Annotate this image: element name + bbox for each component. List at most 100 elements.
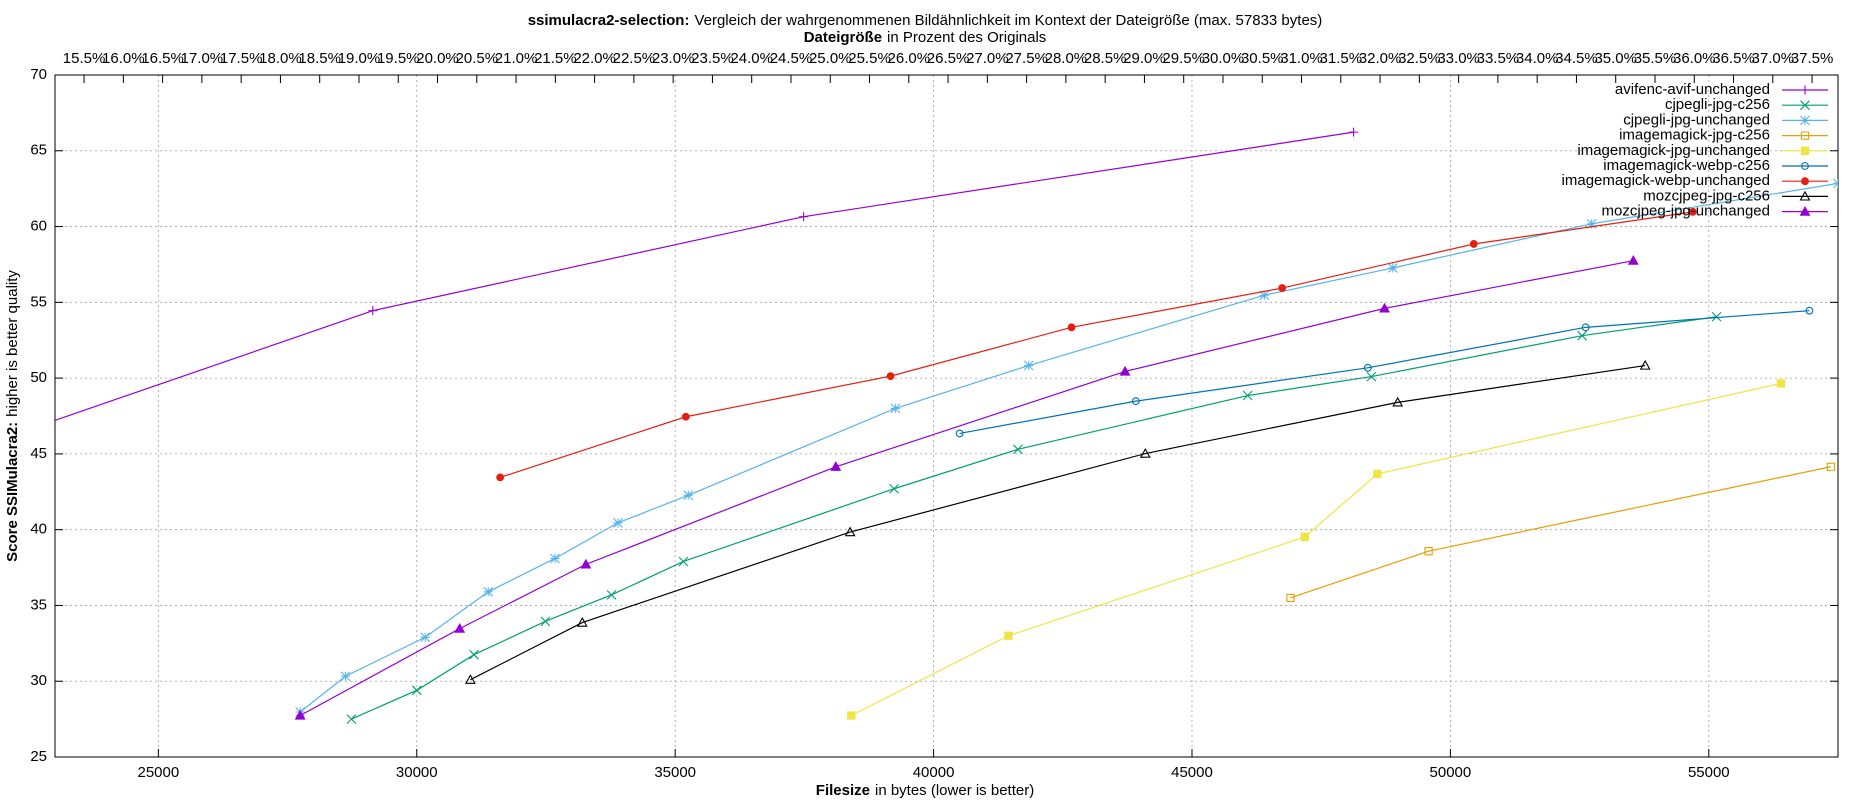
- point: [294, 709, 306, 720]
- x2-tick-label: 18.5%: [298, 50, 341, 67]
- x2-tick-label: 30.5%: [1241, 50, 1284, 67]
- point: [1800, 146, 1810, 155]
- point: [1067, 323, 1076, 332]
- point: [1799, 205, 1811, 216]
- y-tick-label: 55: [30, 293, 47, 310]
- point: [681, 412, 690, 421]
- point: [1800, 100, 1810, 111]
- point: [1363, 363, 1372, 372]
- point: [1801, 177, 1809, 186]
- x2-tick-label: 29.0%: [1123, 50, 1166, 67]
- xlabel-bold: Filesize: [816, 782, 870, 799]
- point: [469, 649, 479, 660]
- x2-tick-label: 30.0%: [1202, 50, 1245, 67]
- point: [1800, 131, 1810, 140]
- x2-tick-label: 33.5%: [1477, 50, 1520, 67]
- x2-tick-label: 27.0%: [966, 50, 1009, 67]
- x2-tick-label: 25.0%: [809, 50, 852, 67]
- point: [1278, 284, 1287, 292]
- x2-tick-label: 20.0%: [416, 50, 459, 67]
- x2-tick-label: 23.0%: [652, 50, 695, 67]
- x2-tick-label: 27.5%: [1005, 50, 1048, 67]
- series-line: [499, 211, 1693, 478]
- x2-tick-label: 23.5%: [691, 50, 734, 67]
- x2-tick-label: 21.0%: [495, 50, 538, 67]
- plot-frame: [54, 74, 1839, 758]
- x2-tick-label: 34.5%: [1555, 50, 1598, 67]
- x2-tick-label: 34.0%: [1516, 50, 1559, 67]
- x-tick-label: 55000: [1688, 764, 1730, 781]
- point: [1586, 218, 1597, 229]
- point: [799, 212, 809, 222]
- title-bold: ssimulacra2-selection:: [528, 12, 690, 29]
- y-tick-label: 65: [30, 142, 47, 159]
- series-line: [351, 316, 1717, 720]
- point: [678, 556, 689, 567]
- y-tick-label: 25: [30, 748, 47, 765]
- legend-label: mozcjpeg-jpg-unchanged: [1602, 203, 1770, 220]
- point: [1688, 208, 1697, 216]
- legend-label: cjpegli-jpg-unchanged: [1623, 111, 1770, 128]
- point: [496, 473, 505, 482]
- point: [1300, 532, 1309, 542]
- x2-tick-label: 21.5%: [534, 50, 577, 67]
- y-tick-label: 35: [30, 596, 47, 613]
- legend-label: imagemagick-jpg-c256: [1619, 127, 1770, 144]
- point: [1013, 444, 1023, 455]
- point: [464, 674, 476, 684]
- point: [580, 558, 592, 569]
- x2-tick-label: 28.0%: [1045, 50, 1088, 67]
- x2-tick-label: 31.0%: [1280, 50, 1323, 67]
- point: [1392, 396, 1404, 407]
- x2-tick-label: 22.5%: [613, 50, 656, 67]
- legend-label: avifenc-avif-unchanged: [1615, 81, 1770, 98]
- series-line: [1290, 466, 1831, 599]
- point: [368, 306, 378, 316]
- point: [576, 616, 588, 627]
- title-text: Vergleich der wahrgenommenen Bildähnlich…: [694, 12, 1322, 29]
- legend-label: mozcjpeg-jpg-c256: [1643, 187, 1770, 204]
- series-line: [851, 382, 1782, 717]
- point: [1366, 371, 1377, 382]
- point: [1131, 397, 1140, 405]
- ylabel-text: higher is better quality: [4, 270, 21, 417]
- x2-tick-label: 35.0%: [1594, 50, 1637, 67]
- point: [340, 671, 351, 682]
- point: [411, 685, 422, 696]
- point: [454, 622, 466, 633]
- x2-tick-label: 17.5%: [220, 50, 263, 67]
- legend-label: cjpegli-jpg-c256: [1665, 96, 1770, 113]
- x2-tick-label: 16.5%: [141, 50, 184, 67]
- x-tick-label: 50000: [1430, 764, 1472, 781]
- point: [1639, 359, 1651, 370]
- point: [1139, 447, 1151, 458]
- y-tick-label: 45: [30, 445, 47, 462]
- point: [550, 553, 560, 564]
- x2-tick-label: 24.0%: [730, 50, 773, 67]
- legend-label: imagemagick-jpg-unchanged: [1577, 142, 1770, 159]
- point: [886, 372, 895, 380]
- point: [1469, 240, 1478, 248]
- point: [1373, 469, 1382, 479]
- point: [1627, 255, 1639, 265]
- plot-area: [55, 127, 1838, 724]
- x2-tick-label: 31.5%: [1320, 50, 1363, 67]
- point: [483, 586, 494, 597]
- point: [1004, 631, 1013, 640]
- x2-tick-label: 37.0%: [1752, 50, 1795, 67]
- point: [1023, 360, 1034, 371]
- point: [1826, 462, 1836, 471]
- x2-axis-label: Dateigröße in Prozent des Originals: [804, 29, 1047, 46]
- point: [1711, 311, 1722, 322]
- y-tick-label: 70: [30, 66, 47, 83]
- point: [1387, 263, 1398, 273]
- series-line: [299, 182, 1838, 713]
- x2-tick-label: 15.5%: [63, 50, 106, 67]
- point: [1799, 190, 1811, 201]
- x2-tick-label: 19.5%: [377, 50, 420, 67]
- point: [613, 517, 623, 528]
- point: [1805, 306, 1814, 315]
- x2-tick-label: 32.5%: [1398, 50, 1441, 67]
- x2-tick-label: 28.5%: [1084, 50, 1127, 67]
